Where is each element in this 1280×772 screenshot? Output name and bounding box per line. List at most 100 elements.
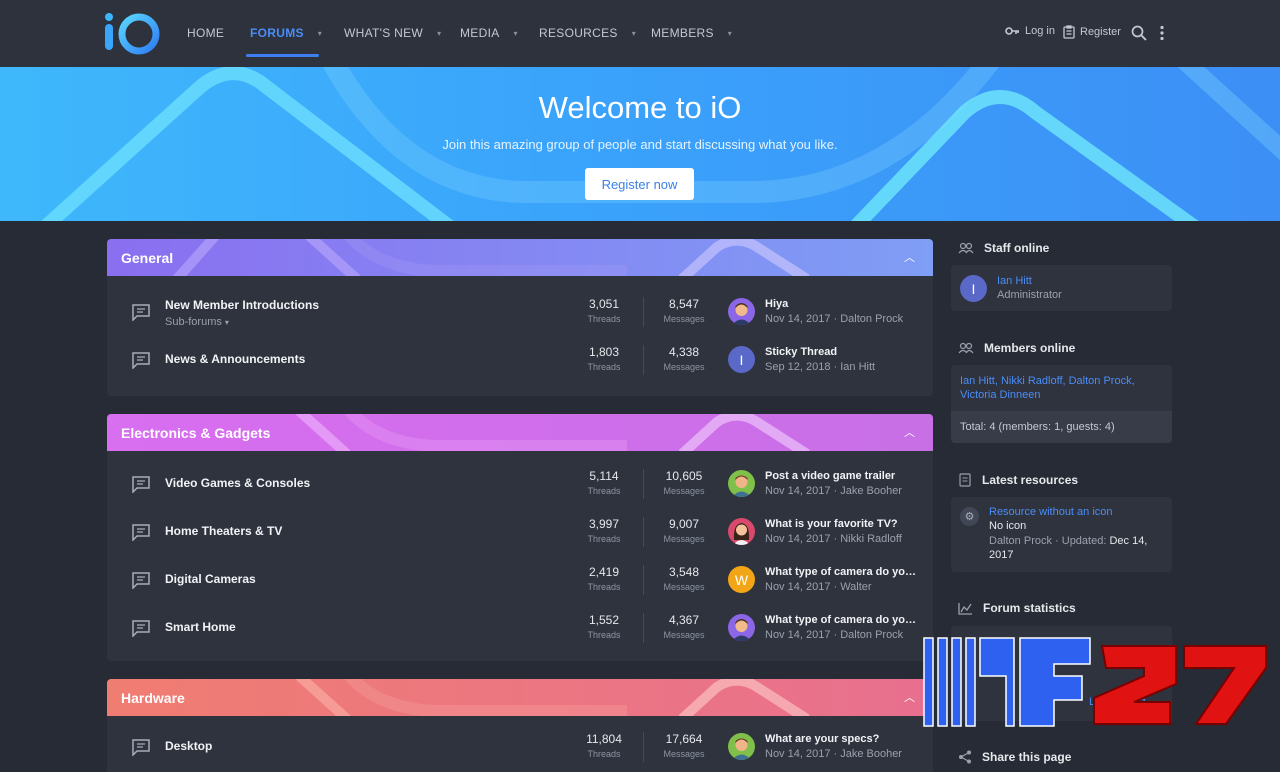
staff-member-link[interactable]: Ian Hitt <box>997 275 1032 287</box>
chat-icon <box>132 304 150 321</box>
avatar[interactable] <box>728 733 755 760</box>
forum-row[interactable]: Home Theaters & TV 3,997 Threads 9,007 Mes… <box>107 507 933 555</box>
messages-stat: 17,664 Messages <box>663 732 705 759</box>
latest-post-title[interactable]: What type of camera do you have? <box>765 566 917 578</box>
users-icon <box>958 242 974 254</box>
forum-title[interactable]: News & Announcements <box>165 352 306 366</box>
forum-title[interactable]: Desktop <box>165 739 213 753</box>
document-icon <box>959 473 971 487</box>
stat-divider <box>643 297 644 327</box>
resource-link[interactable]: Resource without an icon <box>989 506 1113 518</box>
resource-desc: No icon <box>989 520 1027 532</box>
forum-row[interactable]: New Member Introductions Sub-forums ▾ 3,… <box>107 287 933 335</box>
header-decoration <box>295 679 810 716</box>
nav-forums[interactable]: FORUMS ▾ <box>250 26 323 40</box>
forum-title[interactable]: Smart Home <box>165 620 236 634</box>
latest-post-title[interactable]: What is your favorite TV? <box>765 518 898 530</box>
online-members-list[interactable]: Ian Hitt, Nikki Radloff, Dalton Prock, V… <box>960 375 1135 401</box>
forum-title[interactable]: New Member Introductions <box>165 298 320 312</box>
latest-post-meta[interactable]: Sep 12, 2018 · Ian Hitt <box>765 361 876 373</box>
login-link[interactable]: Log in <box>1005 25 1055 37</box>
category-title[interactable]: Hardware <box>121 690 185 706</box>
header-decoration <box>295 414 810 451</box>
io-logo-icon[interactable] <box>104 11 160 55</box>
register-now-button[interactable]: Register now <box>585 168 694 200</box>
chart-icon <box>958 602 972 615</box>
avatar[interactable] <box>728 518 755 545</box>
forum-row[interactable]: Smart Home 1,552 Threads 4,367 Messages Wh… <box>107 603 933 651</box>
latest-post-meta[interactable]: Nov 14, 2017 · Jake Booher <box>765 485 902 497</box>
latest-post-title[interactable]: What are your specs? <box>765 733 880 745</box>
avatar[interactable] <box>728 470 755 497</box>
stat-divider <box>643 469 644 499</box>
forum-row[interactable]: Video Games & Consoles 5,114 Threads 10,6… <box>107 459 933 507</box>
stat-divider <box>643 345 644 375</box>
chevron-up-icon[interactable]: ︿ <box>904 692 915 704</box>
latest-resources-heading: Latest resources <box>958 473 1078 487</box>
chevron-down-icon[interactable]: ▾ <box>513 28 518 38</box>
clipboard-icon <box>1063 25 1075 39</box>
more-options-icon[interactable] <box>1159 25 1165 41</box>
top-navigation: HOME FORUMS ▾ WHAT'S NEW ▾ MEDIA ▾ RESOURCE… <box>0 0 1280 67</box>
chevron-down-icon[interactable]: ▾ <box>631 28 637 38</box>
category-header[interactable]: General ︿ <box>107 239 933 276</box>
register-link[interactable]: Register <box>1063 25 1121 39</box>
forum-statistics-heading: Forum statistics <box>958 601 1076 615</box>
latest-post-title[interactable]: Post a video game trailer <box>765 470 896 482</box>
category-title[interactable]: General <box>121 250 174 266</box>
latest-post-title[interactable]: Hiya <box>765 298 789 310</box>
users-icon <box>958 342 974 354</box>
messages-stat: 8,547 Messages <box>663 297 705 324</box>
active-tab-indicator <box>246 54 319 57</box>
resource-meta: Dalton Prock · Updated: Dec 14, 2017 <box>989 535 1148 561</box>
chevron-up-icon[interactable]: ︿ <box>904 427 915 439</box>
category-title[interactable]: Electronics & Gadgets <box>121 425 271 441</box>
chevron-down-icon[interactable]: ▾ <box>317 28 323 38</box>
messages-stat: 9,007 Messages <box>663 517 705 544</box>
latest-post-title[interactable]: What type of camera do you have? <box>765 614 917 626</box>
forum-row[interactable]: News & Announcements 1,803 Threads 4,338 M… <box>107 335 933 383</box>
subforums-toggle[interactable]: Sub-forums ▾ <box>165 316 229 328</box>
messages-stat: 4,367 Messages <box>663 613 705 640</box>
latest-post-meta[interactable]: Nov 14, 2017 · Walter <box>765 581 872 593</box>
chevron-down-icon[interactable]: ▾ <box>727 28 733 38</box>
forum-row[interactable]: Digital Cameras 2,419 Threads 3,548 Messag… <box>107 555 933 603</box>
user-avatar-icon <box>732 303 751 325</box>
user-avatar-icon <box>732 619 751 641</box>
avatar[interactable]: W <box>728 566 755 593</box>
latest-post-meta[interactable]: Nov 14, 2017 · Dalton Prock <box>765 629 904 641</box>
share-icon <box>959 750 971 764</box>
forum-title[interactable]: Home Theaters & TV <box>165 524 283 538</box>
latest-post-meta[interactable]: Nov 14, 2017 · Nikki Radloff <box>765 533 902 545</box>
latest-post-meta[interactable]: Nov 14, 2017 · Dalton Prock <box>765 313 904 325</box>
threads-stat: 3,051 Threads <box>587 297 621 324</box>
avatar[interactable]: I <box>960 275 987 302</box>
chat-icon <box>132 572 150 589</box>
latest-post-meta[interactable]: Nov 14, 2017 · Jake Booher <box>765 748 902 760</box>
chevron-up-icon[interactable]: ︿ <box>904 252 915 264</box>
latest-resources-box: ⚙ Resource without an icon No icon Dalto… <box>951 497 1172 572</box>
chevron-down-icon[interactable]: ▾ <box>437 28 442 38</box>
stat-divider <box>643 565 644 595</box>
nav-home[interactable]: HOME <box>187 26 225 40</box>
avatar[interactable] <box>728 298 755 325</box>
forum-row[interactable]: Desktop 11,804 Threads 17,664 Messages Wha… <box>107 722 933 770</box>
avatar[interactable] <box>728 614 755 641</box>
nav-resources[interactable]: RESOURCES ▾ <box>539 26 637 40</box>
chat-icon <box>132 476 150 493</box>
avatar[interactable]: I <box>728 346 755 373</box>
category-header[interactable]: Electronics & Gadgets ︿ <box>107 414 933 451</box>
stat-divider <box>643 517 644 547</box>
forum-title[interactable]: Digital Cameras <box>165 572 256 586</box>
latest-post-title[interactable]: Sticky Thread <box>765 346 838 358</box>
nav-whats-new[interactable]: WHAT'S NEW ▾ <box>344 26 442 40</box>
nav-media[interactable]: MEDIA ▾ <box>460 26 518 40</box>
staff-role: Administrator <box>997 289 1062 301</box>
stat-divider <box>643 732 644 762</box>
category-hardware: Hardware ︿ Desktop 11,804 Threads 17,664 M… <box>107 679 933 772</box>
search-icon[interactable] <box>1131 25 1147 41</box>
nav-members[interactable]: MEMBERS ▾ <box>651 26 733 40</box>
threads-stat: 5,114 Threads <box>587 469 621 496</box>
forum-title[interactable]: Video Games & Consoles <box>165 476 311 490</box>
category-header[interactable]: Hardware ︿ <box>107 679 933 716</box>
